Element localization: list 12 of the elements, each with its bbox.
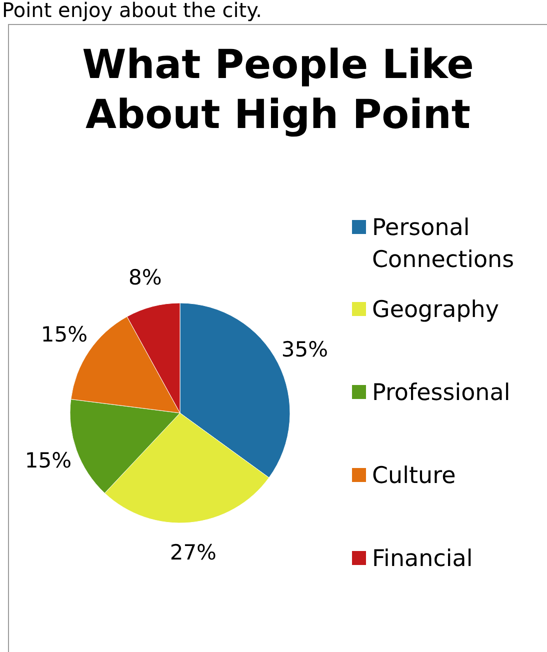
- data-label: 35%: [281, 337, 328, 362]
- data-label: 27%: [170, 540, 217, 564]
- legend-label: Geography: [372, 296, 499, 325]
- data-label: 15%: [40, 322, 88, 346]
- chart-title: What People Like About High Point: [81, 41, 475, 140]
- text: Point enjoy about the city.: [2, 0, 262, 22]
- legend-label: Personal Connections: [372, 214, 516, 275]
- data-label: 8%: [128, 265, 162, 290]
- legend-label: Culture: [372, 462, 456, 491]
- data-label: 15%: [24, 448, 72, 472]
- legend-label: Professional: [372, 379, 510, 408]
- legend-label: Financial: [372, 545, 473, 574]
